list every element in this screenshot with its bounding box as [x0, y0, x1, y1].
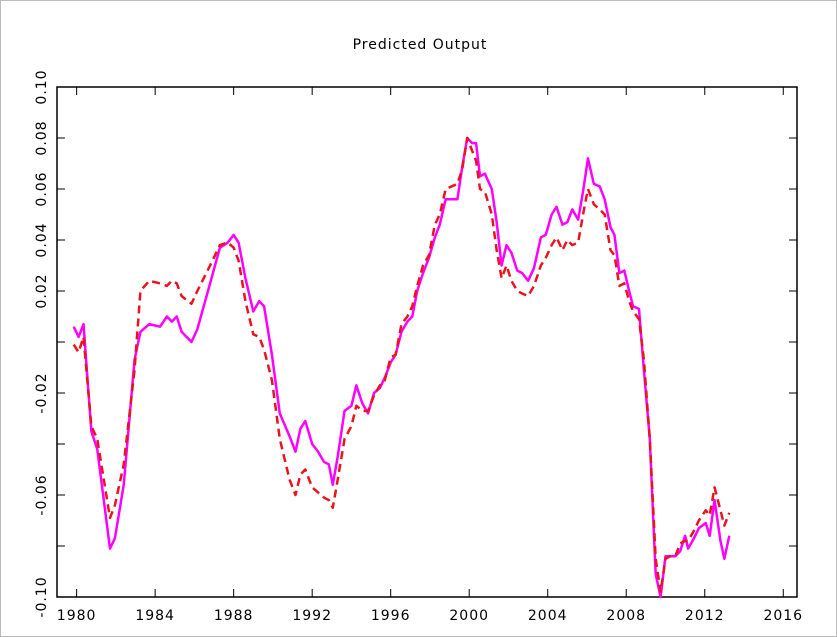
- x-tick-label: 1992: [292, 608, 332, 624]
- x-tick-label: 2016: [763, 608, 803, 624]
- x-tick-label: 2008: [606, 608, 646, 624]
- y-tick-label: -0.06: [34, 474, 50, 515]
- x-tick-label: 1980: [57, 608, 97, 624]
- x-tick-label: 2004: [528, 608, 568, 624]
- series-line: [72, 136, 731, 599]
- y-tick-label: -0.10: [34, 576, 50, 617]
- series-line: [72, 136, 731, 594]
- y-tick-label: 0.10: [34, 69, 50, 104]
- y-tick-label: 0.04: [34, 222, 50, 257]
- x-tick-label: 1996: [371, 608, 411, 624]
- y-tick-label: 0.02: [34, 273, 50, 308]
- y-tick-label: -0.02: [34, 372, 50, 413]
- y-tick-label: 0.08: [34, 120, 50, 155]
- x-tick-label: 1988: [214, 608, 254, 624]
- x-tick-label: 1984: [135, 608, 175, 624]
- x-tick-label: 2012: [685, 608, 725, 624]
- chart-title: Predicted Output: [353, 37, 488, 53]
- y-tick-label: 0.06: [34, 171, 50, 206]
- x-tick-label: 2000: [449, 608, 489, 624]
